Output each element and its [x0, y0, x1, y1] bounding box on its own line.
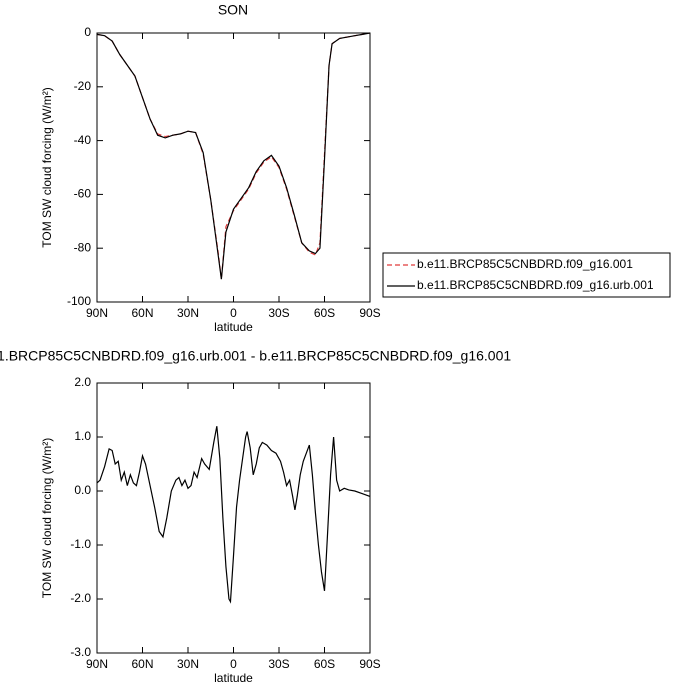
x-tick-label: 60N [131, 306, 153, 320]
y-axis-label: TOM SW cloud forcing (W/m²) [40, 87, 54, 247]
legend-box [382, 252, 671, 298]
x-axis-label: latitude [214, 671, 253, 685]
x-tick-label: 90N [86, 306, 108, 320]
y-tick-label: -2.0 [70, 591, 91, 605]
plot-frame [96, 382, 371, 654]
x-axis-label: latitude [214, 320, 253, 334]
y-tick-label: 1.0 [74, 429, 91, 443]
chart-title: b.e11.BRCP85C5CNBDRD.f09_g16.urb.001 - b… [0, 348, 511, 364]
x-tick-label: 90N [86, 657, 108, 671]
y-tick-label: -100 [67, 294, 91, 308]
legend-label: b.e11.BRCP85C5CNBDRD.f09_g16.001 [417, 257, 633, 271]
y-tick-label: -1.0 [70, 537, 91, 551]
chart-title: SON [218, 2, 248, 18]
x-tick-label: 30S [268, 657, 289, 671]
x-tick-label: 60S [314, 657, 335, 671]
x-tick-label: 0 [230, 306, 237, 320]
y-tick-label: -40 [74, 133, 92, 147]
legend-label: b.e11.BRCP85C5CNBDRD.f09_g16.urb.001 [417, 278, 654, 292]
y-tick-label: 2.0 [74, 375, 91, 389]
x-tick-label: 90S [359, 657, 380, 671]
x-tick-label: 90S [359, 306, 380, 320]
data-line [96, 426, 371, 604]
y-tick-label: -60 [74, 187, 92, 201]
x-tick-label: 0 [230, 657, 237, 671]
y-tick-label: -3.0 [70, 645, 91, 659]
x-tick-label: 60S [314, 306, 335, 320]
x-tick-label: 30N [177, 657, 199, 671]
y-axis-label: TOM SW cloud forcing (W/m²) [40, 438, 54, 598]
y-tick-label: -20 [74, 79, 92, 93]
x-tick-label: 60N [131, 657, 153, 671]
y-tick-label: 0 [84, 25, 91, 39]
x-tick-label: 30S [268, 306, 289, 320]
y-tick-label: 0.0 [74, 483, 91, 497]
y-tick-label: -80 [74, 240, 92, 254]
data-line [96, 32, 371, 280]
x-tick-label: 30N [177, 306, 199, 320]
